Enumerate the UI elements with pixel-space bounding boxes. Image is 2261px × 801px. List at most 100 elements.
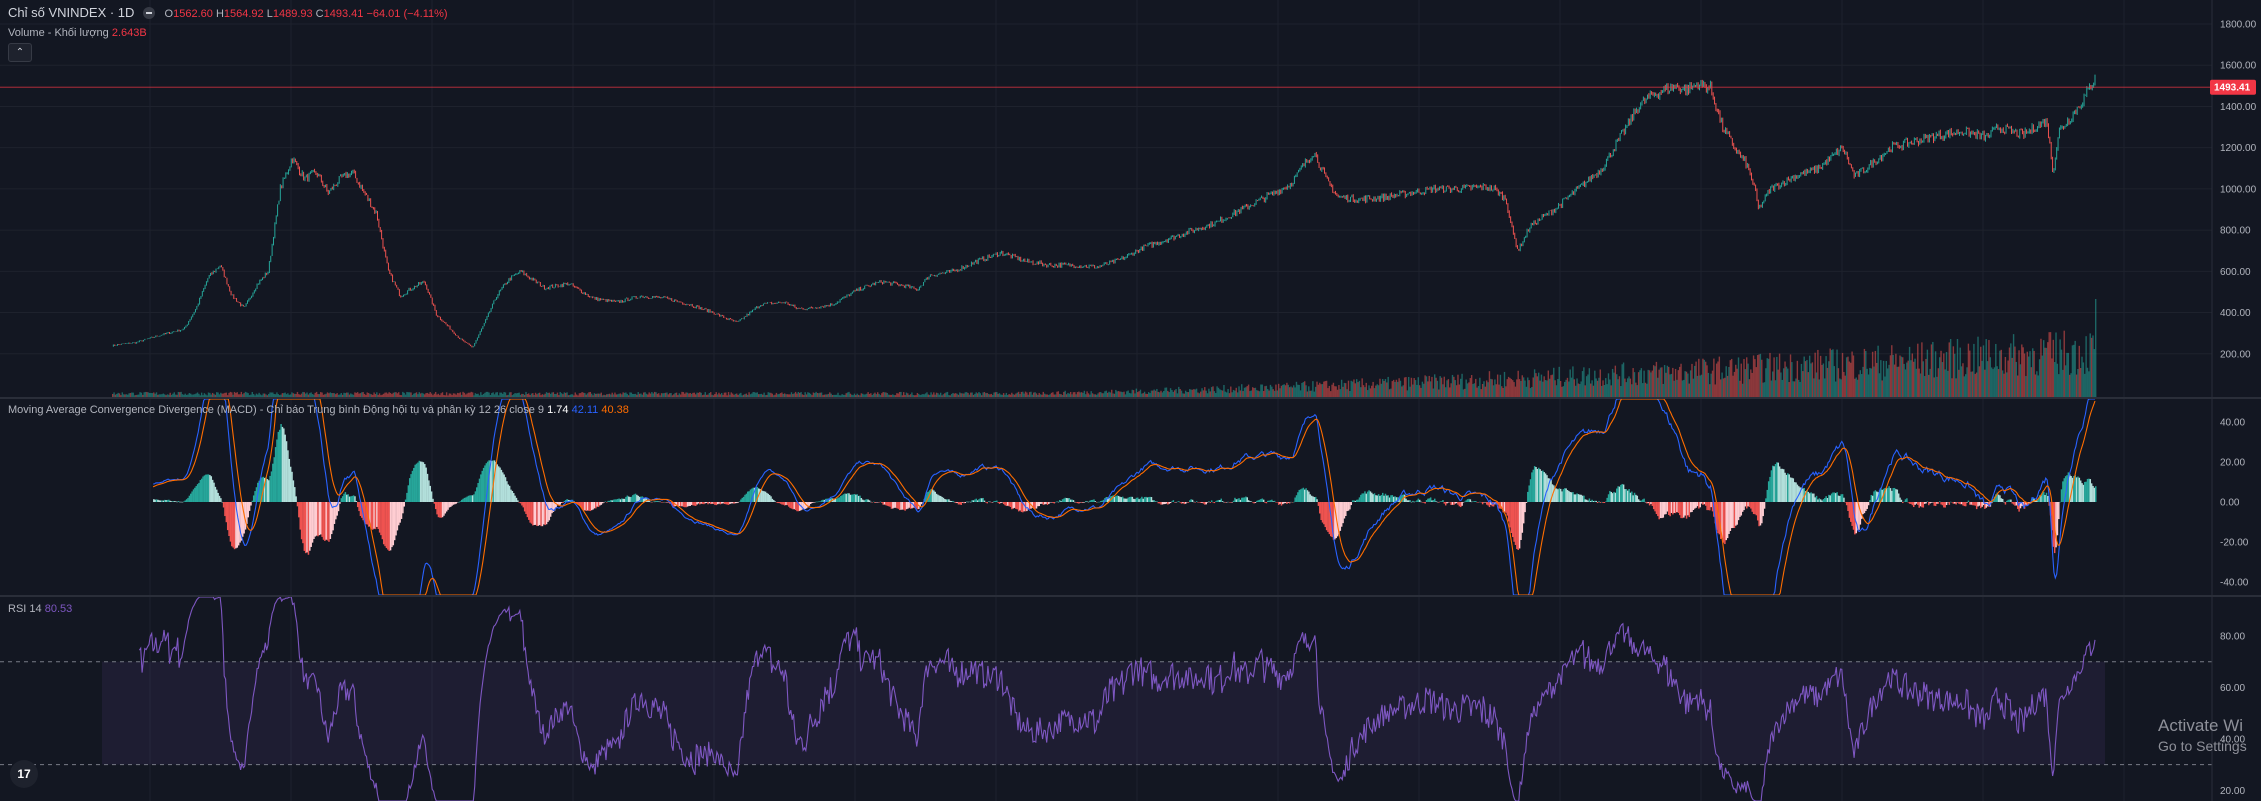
macd-histogram-bar <box>596 502 598 507</box>
volume-bar <box>1839 378 1841 397</box>
macd-histogram-bar <box>365 502 367 525</box>
volume-bar <box>547 392 549 397</box>
volume-bar <box>1852 355 1855 397</box>
volume-bar <box>840 395 842 397</box>
volume-bar <box>1741 383 1744 397</box>
volume-bar <box>811 395 813 397</box>
volume-bar <box>704 392 706 397</box>
volume-bar <box>570 394 572 397</box>
tradingview-logo[interactable]: 17 <box>10 760 38 788</box>
volume-bar <box>1312 381 1314 397</box>
macd-histogram-bar <box>242 502 244 537</box>
price-change: −64.01 (−4.11%) <box>366 8 448 20</box>
macd-histogram-bar <box>1089 500 1091 502</box>
macd-histogram-bar <box>1506 502 1509 516</box>
macd-histogram-bar <box>785 502 787 506</box>
macd-histogram-bar <box>1048 502 1050 504</box>
macd-histogram-bar <box>1490 502 1492 505</box>
volume-bar <box>775 392 778 397</box>
macd-histogram-bar <box>359 502 362 517</box>
macd-histogram-bar <box>1012 502 1014 509</box>
macd-histogram-bar <box>1501 502 1503 509</box>
volume-bar <box>1509 377 1511 397</box>
volume-bar <box>868 393 871 397</box>
macd-histogram-bar <box>1818 498 1821 502</box>
volume-bar <box>1591 380 1593 397</box>
volume-bar <box>1648 370 1651 397</box>
macd-histogram-bar <box>731 502 734 504</box>
macd-histogram-bar <box>1409 500 1411 502</box>
volume-bar <box>1899 355 1901 397</box>
volume-bar <box>447 395 449 397</box>
macd-histogram-bar <box>1954 502 1956 504</box>
volume-legend[interactable]: Volume - Khối lượng 2.643B <box>8 26 147 40</box>
macd-histogram-bar <box>525 502 527 514</box>
macd-histogram-bar <box>1242 497 1244 502</box>
macd-histogram-bar <box>779 502 782 504</box>
volume-bars <box>112 299 2097 397</box>
macd-histogram-bar <box>629 496 631 502</box>
symbol-title[interactable]: Chỉ số VNINDEX · 1D <box>8 5 135 20</box>
macd-histogram-bar <box>1892 488 1894 502</box>
rsi-legend[interactable]: RSI 14 80.53 <box>8 602 72 616</box>
volume-bar <box>351 394 353 397</box>
volume-bar <box>402 391 404 397</box>
volume-bar <box>1873 366 1875 397</box>
macd-histogram-bar <box>180 501 182 503</box>
volume-bar <box>541 394 544 397</box>
macd-histogram-bar <box>1406 500 1409 502</box>
macd-histogram-bar <box>332 502 334 531</box>
macd-histogram-bar <box>1175 502 1177 503</box>
volume-bar <box>1093 394 1095 397</box>
macd-histogram-bar <box>1736 502 1738 525</box>
volume-bar <box>1198 393 1201 397</box>
macd-histogram-bar <box>406 492 408 502</box>
macd-histogram-bar <box>519 502 522 504</box>
macd-histogram-bar <box>176 501 178 503</box>
volume-bar <box>822 395 824 397</box>
macd-histogram-bar <box>1294 497 1296 502</box>
volume-bar <box>757 394 760 397</box>
volume-bar <box>1061 394 1064 397</box>
volume-bar <box>210 394 212 397</box>
volume-bar <box>1781 379 1784 397</box>
volume-bar <box>452 393 455 397</box>
macd-histogram-bar <box>348 496 351 502</box>
volume-bar <box>117 392 119 397</box>
macd-histogram-bar <box>1756 502 1759 521</box>
volume-bar <box>845 393 847 397</box>
macd-histogram-bar <box>1759 502 1762 526</box>
volume-bar <box>642 392 645 397</box>
macd-histogram-bar <box>395 502 397 536</box>
volume-bar <box>352 394 355 397</box>
volume-bar <box>1334 386 1336 397</box>
volume-bar <box>1164 387 1166 397</box>
volume-bar <box>1813 378 1815 397</box>
volume-bar <box>1581 371 1584 397</box>
volume-bar <box>164 394 166 397</box>
macd-histogram-bar <box>818 501 820 502</box>
macd-histogram-bar <box>415 463 418 502</box>
macd-histogram-bar <box>1919 502 1922 507</box>
macd-histogram-bar <box>965 501 968 503</box>
collapse-legend-button[interactable]: ⌃ <box>8 43 32 62</box>
volume-bar <box>997 393 999 397</box>
macd-legend[interactable]: Moving Average Convergence Divergence (M… <box>8 403 629 417</box>
volume-bar <box>2003 373 2005 397</box>
volume-bar <box>1767 358 1770 397</box>
price-axis: 200.00400.00600.00800.001000.001200.0014… <box>2220 20 2257 797</box>
macd-histogram-bar <box>347 494 349 502</box>
volume-bar <box>647 394 649 397</box>
macd-histogram-bar <box>1915 502 1918 504</box>
volume-bar <box>455 394 457 397</box>
macd-histogram-bar <box>155 499 158 502</box>
macd-histogram-bar <box>1740 502 1743 516</box>
symbol-menu-icon[interactable] <box>143 7 156 20</box>
macd-histogram-bar <box>993 501 995 502</box>
macd-histogram-bar <box>1814 497 1816 502</box>
volume-bar <box>931 394 934 397</box>
macd-histogram-bar <box>346 494 348 502</box>
macd-histogram-bar <box>1558 488 1561 502</box>
volume-bar <box>191 394 193 397</box>
